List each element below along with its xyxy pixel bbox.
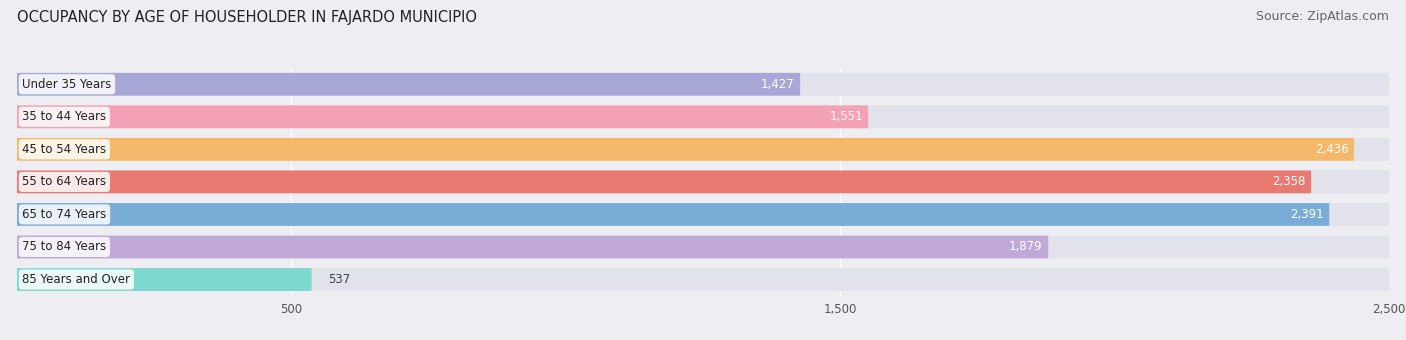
Text: 1,879: 1,879 bbox=[1010, 240, 1043, 254]
Text: OCCUPANCY BY AGE OF HOUSEHOLDER IN FAJARDO MUNICIPIO: OCCUPANCY BY AGE OF HOUSEHOLDER IN FAJAR… bbox=[17, 10, 477, 25]
FancyBboxPatch shape bbox=[17, 105, 1389, 128]
FancyBboxPatch shape bbox=[17, 203, 1329, 226]
Text: 1,427: 1,427 bbox=[761, 78, 794, 91]
Text: 2,391: 2,391 bbox=[1291, 208, 1324, 221]
Text: 537: 537 bbox=[328, 273, 350, 286]
Text: 45 to 54 Years: 45 to 54 Years bbox=[22, 143, 107, 156]
FancyBboxPatch shape bbox=[17, 171, 1389, 193]
Text: 1,551: 1,551 bbox=[830, 110, 863, 123]
Text: 65 to 74 Years: 65 to 74 Years bbox=[22, 208, 107, 221]
Text: Source: ZipAtlas.com: Source: ZipAtlas.com bbox=[1256, 10, 1389, 23]
FancyBboxPatch shape bbox=[17, 171, 1312, 193]
FancyBboxPatch shape bbox=[17, 73, 800, 96]
Text: 85 Years and Over: 85 Years and Over bbox=[22, 273, 131, 286]
FancyBboxPatch shape bbox=[17, 236, 1389, 258]
FancyBboxPatch shape bbox=[17, 203, 1389, 226]
Text: 75 to 84 Years: 75 to 84 Years bbox=[22, 240, 107, 254]
FancyBboxPatch shape bbox=[17, 138, 1389, 161]
FancyBboxPatch shape bbox=[17, 73, 1389, 96]
Text: 55 to 64 Years: 55 to 64 Years bbox=[22, 175, 107, 188]
FancyBboxPatch shape bbox=[17, 236, 1049, 258]
FancyBboxPatch shape bbox=[17, 268, 1389, 291]
Text: 2,436: 2,436 bbox=[1315, 143, 1348, 156]
Text: Under 35 Years: Under 35 Years bbox=[22, 78, 111, 91]
Text: 2,358: 2,358 bbox=[1272, 175, 1306, 188]
FancyBboxPatch shape bbox=[17, 105, 869, 128]
FancyBboxPatch shape bbox=[17, 138, 1354, 161]
FancyBboxPatch shape bbox=[17, 268, 312, 291]
Text: 35 to 44 Years: 35 to 44 Years bbox=[22, 110, 107, 123]
